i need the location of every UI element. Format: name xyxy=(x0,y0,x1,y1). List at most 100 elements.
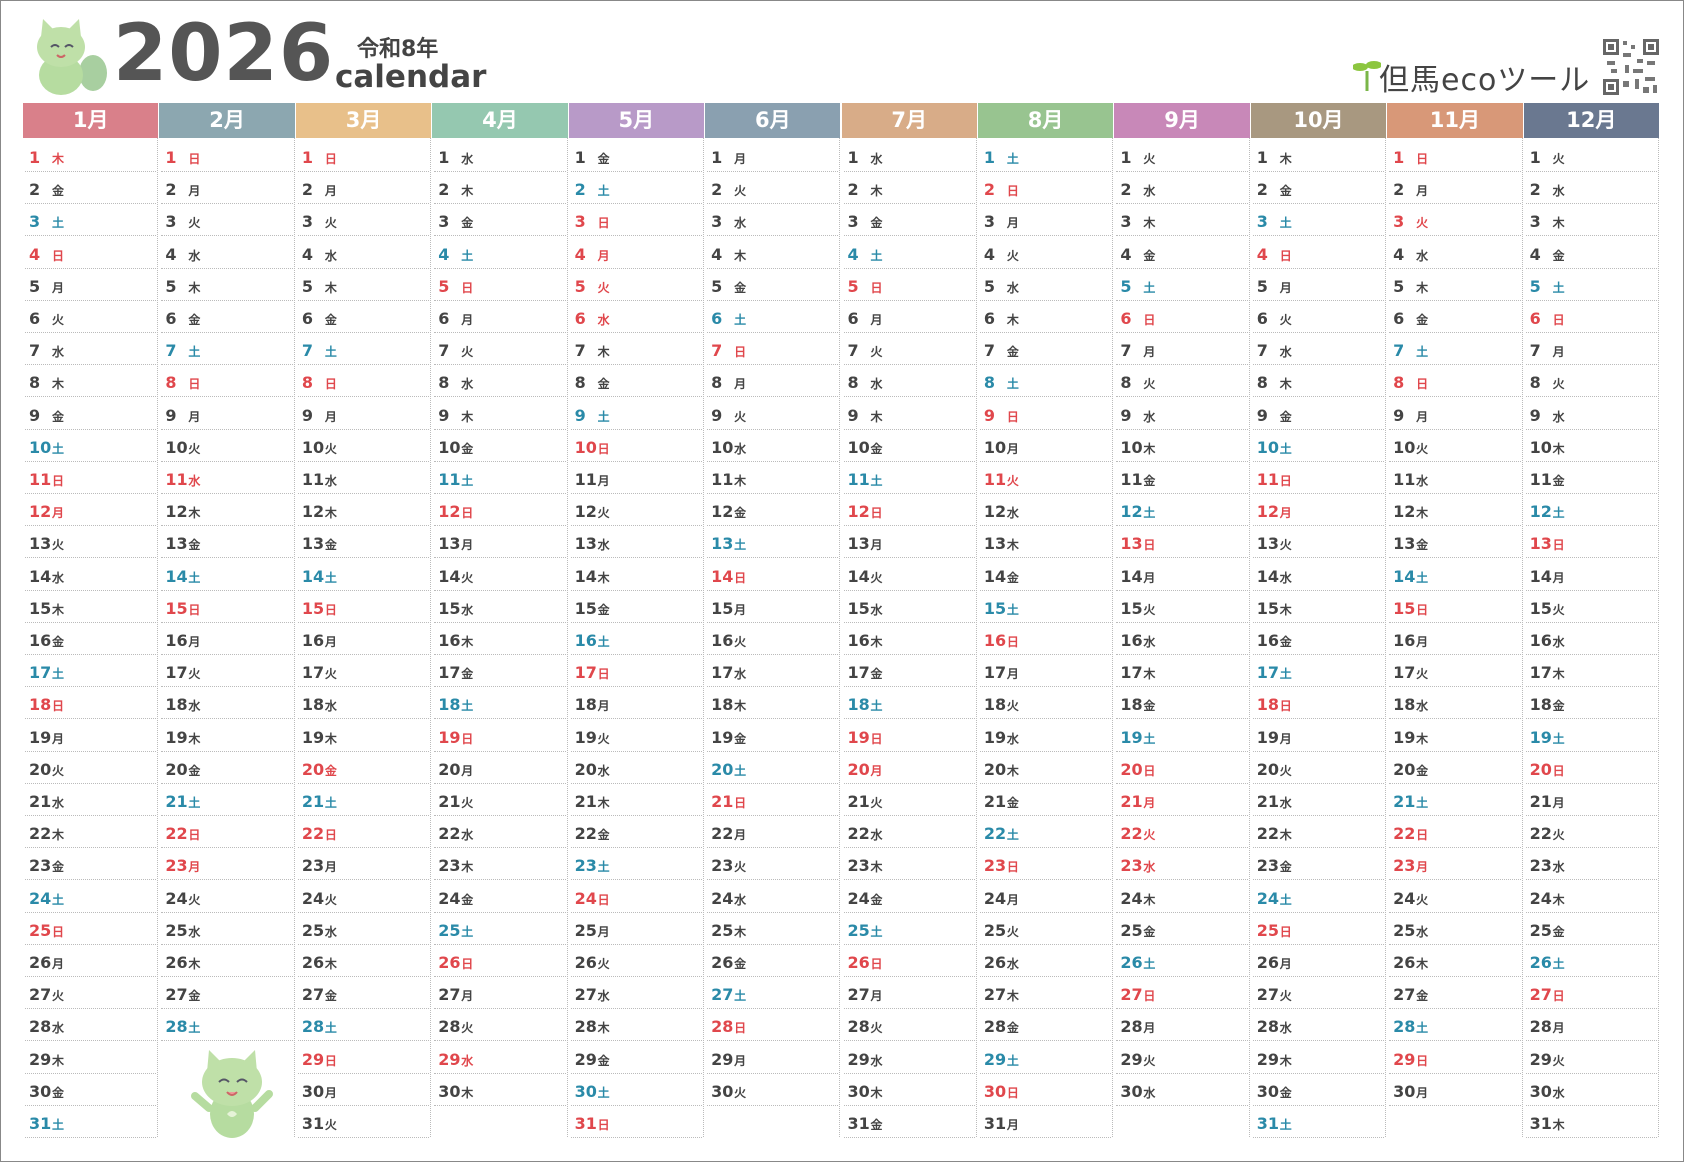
day-number: 21 xyxy=(29,792,52,811)
day-number: 5 xyxy=(438,276,450,296)
day-number: 19 xyxy=(847,727,870,747)
day-row: 31 日 xyxy=(570,1106,703,1138)
month-header: 10月 xyxy=(1250,103,1387,138)
month-column: 6月 1 月 2 火 3 水 4 木 5 金 6 土 7 日 8 月 9 火 10 水 11 木 12 金 13 土 14 日 15 月 16… xyxy=(705,103,841,1137)
day-row: 27 金 xyxy=(297,977,430,1010)
weekday: 木 xyxy=(870,635,883,649)
day-number: 5 xyxy=(847,276,859,296)
day-number: 30 xyxy=(574,1081,597,1101)
month-header: 2月 xyxy=(159,103,295,138)
day-number: 5 xyxy=(983,276,996,296)
day-number: 29 xyxy=(438,1049,461,1069)
weekday: 日 xyxy=(461,506,474,521)
day-number: 31 xyxy=(847,1114,870,1133)
day-number: 27 xyxy=(574,985,597,1005)
day-number: 26 xyxy=(1529,953,1552,972)
day-number: 8 xyxy=(711,373,723,393)
day-number: 12 xyxy=(711,502,734,522)
weekday: 火 xyxy=(1143,828,1156,843)
day-row: 23 水 xyxy=(1525,848,1657,881)
day-number: 30 xyxy=(301,1081,325,1101)
day-row: 20 日 xyxy=(1525,752,1657,784)
day-number: 6 xyxy=(438,309,450,328)
day-number: 29 xyxy=(1529,1049,1552,1069)
day-number: 8 xyxy=(1529,373,1541,393)
day-number: 19 xyxy=(1393,727,1416,747)
day-row: 28 火 xyxy=(843,1009,975,1042)
day-number: 10 xyxy=(574,437,597,457)
day-row: 15 木 xyxy=(25,591,157,623)
day-number: 29 xyxy=(983,1049,1007,1069)
day-number: 12 xyxy=(1120,502,1143,522)
day-number: 28 xyxy=(1393,1017,1416,1037)
day-number: 19 xyxy=(438,727,461,747)
day-number: 30 xyxy=(847,1081,870,1101)
day-number: 30 xyxy=(29,1081,52,1101)
weekday: 土 xyxy=(597,1085,610,1100)
day-row: 23 日 xyxy=(979,848,1112,881)
day-number: 17 xyxy=(847,663,870,683)
day-number: 30 xyxy=(438,1081,461,1101)
weekday: 金 xyxy=(1416,763,1429,778)
day-row: 21 土 xyxy=(297,784,430,816)
day-number: 28 xyxy=(301,1017,325,1037)
day-row: 15 金 xyxy=(570,591,703,623)
day-row: 21 火 xyxy=(434,784,566,816)
weekday: 日 xyxy=(734,345,747,360)
weekday: 金 xyxy=(461,892,474,907)
day-number: 27 xyxy=(1529,985,1552,1005)
weekday: 月 xyxy=(188,860,201,875)
weekday: 土 xyxy=(324,345,337,360)
weekday: 火 xyxy=(188,441,201,456)
weekday: 月 xyxy=(188,409,201,424)
day-number: 9 xyxy=(165,405,177,425)
weekday: 火 xyxy=(52,538,65,553)
month-column: 11月 1 日 2 月 3 火 4 水 5 木 6 金 7 土 8 日 9 月 10 火 11 水 12 木 13 金 14 土 15 日 1… xyxy=(1387,103,1523,1137)
day-row: 12 木 xyxy=(1389,494,1521,527)
month-grid: 1月 1 木 2 金 3 土 4 日 5 月 6 火 7 水 8 木 9 金 10 土 11 日 12 月 13 火 14 水 15 木 16… xyxy=(23,103,1660,1139)
day-row: 24 金 xyxy=(434,881,566,913)
day-number: 24 xyxy=(1393,888,1416,908)
weekday: 土 xyxy=(461,474,474,488)
weekday: 木 xyxy=(597,570,610,585)
column-divider xyxy=(157,138,159,1137)
weekday: 火 xyxy=(52,989,65,1004)
weekday: 土 xyxy=(870,699,883,714)
weekday: 月 xyxy=(597,924,610,939)
weekday: 日 xyxy=(324,602,337,617)
weekday: 月 xyxy=(1416,409,1429,424)
weekday: 火 xyxy=(324,892,337,907)
day-number: 22 xyxy=(711,824,734,844)
weekday: 水 xyxy=(52,570,65,585)
month-header: 3月 xyxy=(295,103,432,138)
weekday: 月 xyxy=(1279,957,1292,971)
day-row: 11 水 xyxy=(1389,462,1521,494)
weekday: 日 xyxy=(324,152,337,166)
day-number: 24 xyxy=(983,888,1007,908)
day-number: 13 xyxy=(847,534,870,554)
weekday: 木 xyxy=(188,731,201,746)
weekday: 金 xyxy=(1143,248,1156,263)
day-number: 5 xyxy=(1529,276,1541,296)
day-row: 17 土 xyxy=(1252,655,1385,688)
day-row: 18 土 xyxy=(434,687,566,720)
day-number: 31 xyxy=(1256,1114,1280,1133)
day-row: 26 木 xyxy=(161,945,293,977)
weekday: 日 xyxy=(1279,699,1292,714)
day-row: 14 土 xyxy=(297,559,430,591)
weekday: 土 xyxy=(597,635,610,649)
day-row: 29 日 xyxy=(1389,1042,1521,1074)
day-number: 9 xyxy=(1393,405,1405,425)
day-number: 16 xyxy=(438,631,461,650)
weekday: 土 xyxy=(1552,957,1565,971)
day-number: 12 xyxy=(29,502,52,522)
day-number: 11 xyxy=(1393,470,1416,489)
day-number: 1 xyxy=(438,148,450,167)
